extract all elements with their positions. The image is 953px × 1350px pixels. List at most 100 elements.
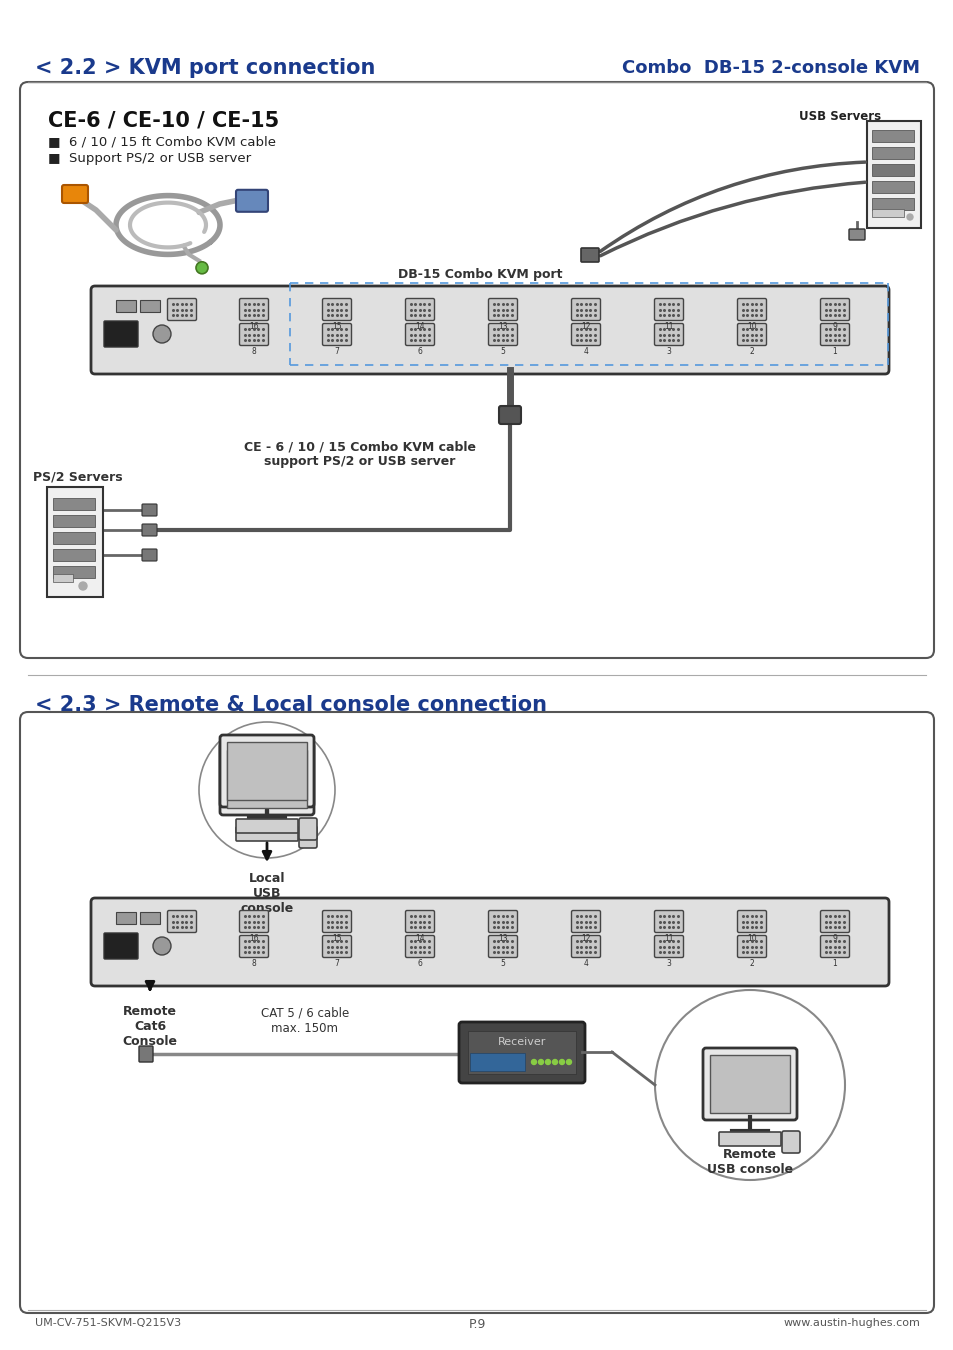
Text: CAT 5 / 6 cable
max. 150m: CAT 5 / 6 cable max. 150m <box>260 1007 349 1035</box>
Circle shape <box>566 1060 571 1065</box>
Text: 11: 11 <box>663 323 673 331</box>
Text: 7: 7 <box>335 347 339 356</box>
FancyBboxPatch shape <box>654 936 682 957</box>
Text: 15: 15 <box>332 934 341 944</box>
Text: 9: 9 <box>832 323 837 331</box>
Text: 10: 10 <box>746 323 756 331</box>
FancyBboxPatch shape <box>235 828 297 841</box>
Circle shape <box>655 990 844 1180</box>
FancyBboxPatch shape <box>142 524 157 536</box>
Text: 15: 15 <box>332 323 341 331</box>
Bar <box>53 566 95 578</box>
Text: 11: 11 <box>663 934 673 944</box>
Bar <box>871 130 913 142</box>
FancyBboxPatch shape <box>820 936 848 957</box>
Text: 3: 3 <box>666 347 671 356</box>
Text: < 2.2 > KVM port connection: < 2.2 > KVM port connection <box>35 58 375 78</box>
FancyBboxPatch shape <box>820 324 848 346</box>
FancyBboxPatch shape <box>571 910 599 933</box>
Circle shape <box>537 1060 543 1065</box>
Text: 5: 5 <box>500 347 505 356</box>
FancyBboxPatch shape <box>866 122 920 228</box>
FancyBboxPatch shape <box>654 910 682 933</box>
FancyBboxPatch shape <box>737 936 765 957</box>
Text: Receiver: Receiver <box>497 1037 546 1048</box>
FancyBboxPatch shape <box>719 1133 781 1146</box>
FancyBboxPatch shape <box>405 910 434 933</box>
FancyBboxPatch shape <box>239 936 268 957</box>
FancyBboxPatch shape <box>488 936 517 957</box>
Text: USB Servers: USB Servers <box>798 109 881 123</box>
Bar <box>468 1031 576 1075</box>
Text: 1: 1 <box>832 958 837 968</box>
FancyBboxPatch shape <box>239 910 268 933</box>
Text: 2: 2 <box>749 347 754 356</box>
FancyBboxPatch shape <box>104 933 138 958</box>
FancyBboxPatch shape <box>737 910 765 933</box>
FancyBboxPatch shape <box>91 286 888 374</box>
FancyBboxPatch shape <box>104 321 138 347</box>
Bar <box>53 574 73 582</box>
Text: 1: 1 <box>832 347 837 356</box>
Circle shape <box>152 937 171 954</box>
FancyBboxPatch shape <box>322 910 351 933</box>
Text: Combo  DB-15 2-console KVM: Combo DB-15 2-console KVM <box>621 59 919 77</box>
FancyBboxPatch shape <box>239 324 268 346</box>
Text: 4: 4 <box>583 347 588 356</box>
FancyBboxPatch shape <box>235 190 268 212</box>
Text: 8: 8 <box>252 347 256 356</box>
FancyBboxPatch shape <box>571 936 599 957</box>
FancyBboxPatch shape <box>820 910 848 933</box>
Bar <box>53 532 95 544</box>
Bar <box>53 514 95 526</box>
FancyBboxPatch shape <box>20 82 933 657</box>
FancyBboxPatch shape <box>702 1048 796 1120</box>
FancyBboxPatch shape <box>737 298 765 320</box>
Text: 13: 13 <box>497 934 507 944</box>
Text: ■  6 / 10 / 15 ft Combo KVM cable: ■ 6 / 10 / 15 ft Combo KVM cable <box>48 135 275 148</box>
Text: Local
USB
console: Local USB console <box>240 872 294 915</box>
FancyBboxPatch shape <box>781 1131 800 1153</box>
Circle shape <box>545 1060 550 1065</box>
FancyBboxPatch shape <box>235 819 297 833</box>
Text: CE - 6 / 10 / 15 Combo KVM cable
support PS/2 or USB server: CE - 6 / 10 / 15 Combo KVM cable support… <box>244 440 476 468</box>
FancyBboxPatch shape <box>239 298 268 320</box>
Text: ■  Support PS/2 or USB server: ■ Support PS/2 or USB server <box>48 153 251 165</box>
FancyBboxPatch shape <box>405 298 434 320</box>
FancyBboxPatch shape <box>168 298 196 320</box>
Text: 14: 14 <box>415 934 424 944</box>
FancyBboxPatch shape <box>20 711 933 1314</box>
Bar <box>709 1054 789 1112</box>
Bar <box>53 498 95 510</box>
Text: Remote
USB console: Remote USB console <box>706 1148 792 1176</box>
FancyBboxPatch shape <box>142 504 157 516</box>
FancyBboxPatch shape <box>820 298 848 320</box>
FancyBboxPatch shape <box>62 185 88 202</box>
Bar <box>470 1053 524 1071</box>
Bar <box>227 751 307 809</box>
Circle shape <box>906 215 912 220</box>
Text: UM-CV-751-SKVM-Q215V3: UM-CV-751-SKVM-Q215V3 <box>35 1318 181 1328</box>
FancyBboxPatch shape <box>322 936 351 957</box>
FancyBboxPatch shape <box>654 298 682 320</box>
Bar <box>871 163 913 176</box>
Circle shape <box>79 582 87 590</box>
Bar <box>140 300 160 312</box>
Bar <box>53 549 95 562</box>
FancyBboxPatch shape <box>47 487 103 597</box>
Bar <box>871 209 903 217</box>
FancyBboxPatch shape <box>488 298 517 320</box>
FancyBboxPatch shape <box>571 298 599 320</box>
FancyBboxPatch shape <box>298 818 316 840</box>
Bar <box>871 181 913 193</box>
Text: 16: 16 <box>249 934 258 944</box>
Text: 12: 12 <box>580 323 590 331</box>
FancyBboxPatch shape <box>498 406 520 424</box>
FancyBboxPatch shape <box>139 1046 152 1062</box>
Text: 5: 5 <box>500 958 505 968</box>
Text: Remote
Cat6
Console: Remote Cat6 Console <box>122 1004 177 1048</box>
Text: DB-15 Combo KVM port: DB-15 Combo KVM port <box>397 269 561 281</box>
Bar <box>116 300 136 312</box>
Circle shape <box>558 1060 564 1065</box>
Text: CE-6 / CE-10 / CE-15: CE-6 / CE-10 / CE-15 <box>48 109 279 130</box>
